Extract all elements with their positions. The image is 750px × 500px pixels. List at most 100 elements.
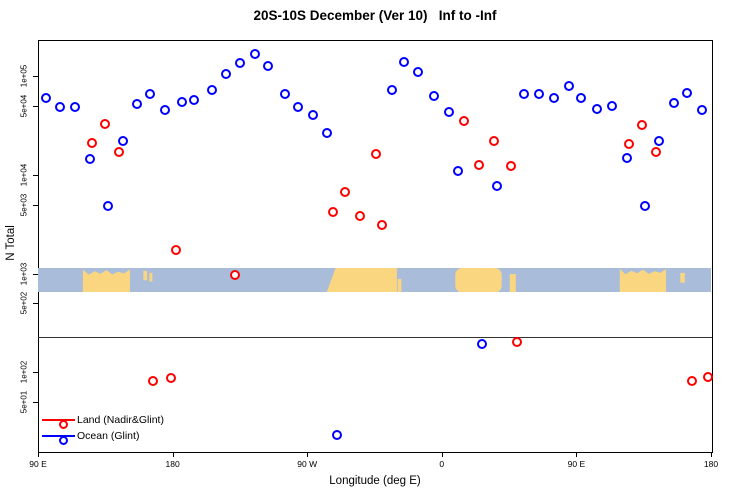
map-land [143, 270, 148, 280]
map-land [326, 267, 397, 293]
data-point-land [166, 373, 177, 384]
data-point-ocean [697, 105, 707, 116]
data-point-ocean [103, 200, 114, 211]
world-map-strip [38, 267, 711, 298]
data-point-ocean [188, 95, 199, 106]
data-point-ocean [249, 49, 260, 60]
legend-label-ocean: Ocean (Glint) [77, 429, 140, 442]
y-tick-label: 5e+03 [19, 193, 29, 216]
legend-line-red [42, 418, 75, 422]
data-point-ocean [444, 107, 455, 117]
y-tick-mark [33, 273, 38, 275]
x-tick-label: 90 E [567, 459, 586, 469]
data-point-ocean [453, 166, 464, 177]
data-point-land [474, 160, 485, 170]
x-tick-mark [711, 452, 712, 457]
x-tick-label: 90 E [29, 459, 47, 469]
x-tick-label: 90 W [297, 459, 318, 469]
y-tick-label: 5e+02 [19, 292, 29, 315]
y-tick-mark [33, 105, 38, 107]
data-point-ocean [653, 136, 664, 146]
legend-marker-land [58, 420, 68, 429]
data-point-land [686, 375, 697, 386]
data-point-land [339, 187, 350, 197]
legend-line-blue [42, 434, 75, 438]
data-point-ocean [519, 89, 530, 100]
data-point-ocean [332, 430, 343, 441]
x-tick-mark [38, 452, 39, 457]
data-point-ocean [118, 136, 129, 146]
data-point-land [170, 245, 181, 256]
data-point-land [377, 220, 387, 231]
data-point-land [354, 211, 365, 221]
data-point-ocean [387, 85, 398, 96]
y-tick-label: 1e+05 [19, 64, 29, 88]
x-tick-label: 180 [165, 459, 180, 469]
data-point-ocean [70, 102, 81, 112]
map-land [619, 268, 667, 293]
map-land [455, 267, 502, 293]
data-point-land [371, 149, 381, 160]
y-tick-mark [33, 174, 38, 176]
legend-label-land: Land (Nadir&Glint) [77, 413, 164, 426]
x-axis-title: Longitude (deg E) [329, 475, 421, 487]
data-point-ocean [234, 58, 245, 69]
map-land [82, 269, 130, 293]
y-tick-mark [33, 204, 38, 206]
data-point-land [113, 147, 124, 158]
data-point-ocean [85, 153, 96, 164]
data-point-land [327, 207, 338, 218]
data-point-land [100, 119, 111, 129]
reference-line [38, 336, 712, 338]
y-tick-mark [33, 402, 38, 404]
x-tick-mark [172, 452, 174, 457]
data-point-ocean [145, 89, 156, 100]
data-point-ocean [429, 91, 440, 102]
data-point-land [86, 138, 97, 148]
data-point-ocean [412, 67, 423, 78]
data-point-ocean [55, 102, 66, 112]
data-point-ocean [399, 57, 410, 68]
map-land [509, 273, 516, 293]
x-tick-mark [576, 452, 578, 457]
data-point-land [637, 120, 648, 131]
data-point-ocean [279, 89, 290, 100]
data-point-ocean [263, 61, 274, 72]
x-tick-mark [307, 452, 309, 457]
data-point-ocean [221, 69, 232, 80]
map-land [680, 272, 685, 283]
data-point-land [623, 139, 634, 150]
data-point-ocean [492, 181, 503, 192]
y-tick-label: 1e+04 [19, 163, 29, 187]
data-point-ocean [131, 99, 142, 110]
data-point-ocean [176, 97, 187, 108]
data-point-ocean [640, 201, 651, 212]
data-point-ocean [622, 153, 633, 163]
y-tick-mark [33, 76, 38, 78]
y-tick-label: 1e+03 [19, 262, 29, 285]
data-point-land [148, 375, 159, 386]
data-point-land [459, 116, 470, 127]
y-tick-label: 1e+02 [19, 361, 29, 384]
data-point-ocean [308, 110, 319, 121]
data-point-land [650, 147, 661, 158]
legend-marker-ocean [58, 436, 68, 445]
data-point-ocean [477, 339, 488, 349]
x-tick-mark [441, 452, 443, 457]
data-point-ocean [607, 101, 618, 112]
data-point-land [511, 337, 522, 347]
chart-title: 20S-10S December (Ver 10) Inf to -Inf [253, 8, 497, 23]
data-point-ocean [563, 81, 574, 92]
data-point-land [505, 161, 516, 171]
y-tick-label: 5e+04 [19, 94, 29, 118]
data-point-ocean [206, 85, 217, 96]
x-tick-label: 180 [703, 459, 719, 469]
data-point-ocean [293, 102, 304, 112]
data-point-ocean [668, 98, 679, 109]
y-tick-mark [33, 372, 38, 374]
data-point-ocean [321, 128, 332, 139]
data-point-land [230, 269, 241, 280]
data-point-ocean [534, 89, 544, 100]
x-tick-label: 0 [439, 459, 445, 469]
